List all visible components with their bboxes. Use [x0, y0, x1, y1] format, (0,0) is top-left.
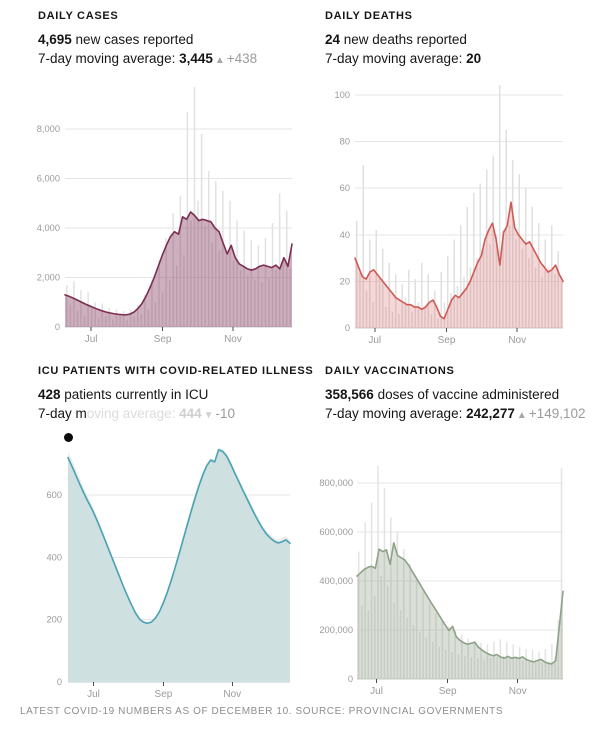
svg-text:0: 0	[55, 322, 60, 332]
svg-text:2,000: 2,000	[37, 273, 60, 283]
trend-up-icon: ▲	[214, 54, 225, 66]
svg-text:Jul: Jul	[368, 335, 381, 346]
svg-text:60: 60	[340, 183, 350, 193]
daily-cases-value: 4,695	[38, 32, 72, 47]
svg-text:6,000: 6,000	[37, 174, 60, 184]
svg-text:0: 0	[57, 677, 62, 687]
daily-deaths-value: 24	[325, 32, 341, 47]
svg-text:Sep: Sep	[438, 335, 456, 346]
svg-text:800,000: 800,000	[319, 478, 353, 488]
svg-text:40: 40	[340, 230, 350, 240]
daily-cases-label: new cases reported	[71, 32, 194, 47]
svg-text:Sep: Sep	[155, 689, 173, 700]
svg-text:400,000: 400,000	[319, 576, 353, 586]
daily-deaths-header: DAILY DEATHS 24 new deaths reported 7-da…	[325, 10, 485, 70]
svg-text:20: 20	[340, 276, 350, 286]
daily-cases-header: DAILY CASES 4,695 new cases reported 7-d…	[38, 10, 257, 70]
svg-text:Sep: Sep	[154, 334, 172, 345]
icu-chart: 0 200 400 600 Jul Sep Nov	[46, 447, 291, 700]
svg-text:8,000: 8,000	[37, 124, 60, 134]
svg-text:0: 0	[348, 674, 353, 684]
icu-stat: 428 patients currently in ICU	[38, 386, 313, 405]
daily-deaths-average: 7-day moving average: 20	[325, 50, 482, 66]
daily-cases-chart: 0 2,000 4,000 6,000 8,000 Jul Sep Nov	[37, 86, 293, 345]
vaccinations-average: 7-day moving average: 242,277 ▲ +149,102	[325, 405, 586, 421]
daily-deaths-label: new deaths reported	[340, 32, 467, 47]
svg-text:Nov: Nov	[223, 689, 241, 700]
vaccinations-label: doses of vaccine administered	[373, 387, 560, 402]
vaccinations-value: 358,566	[325, 387, 374, 402]
daily-deaths-title: DAILY DEATHS	[325, 10, 413, 22]
icu-header: ICU PATIENTS WITH COVID-RELATED ILLNESS …	[38, 365, 313, 425]
vaccinations-chart: 0 200,000 400,000 600,000 800,000 Jul Sep Nov	[319, 465, 564, 697]
svg-text:4,000: 4,000	[37, 223, 60, 233]
vaccinations-stat: 358,566 doses of vaccine administered	[325, 386, 585, 405]
icu-title: ICU PATIENTS WITH COVID-RELATED ILLNESS	[38, 365, 314, 377]
vaccinations-delta: +149,102	[528, 405, 586, 421]
svg-text:Jul: Jul	[87, 689, 100, 700]
icu-value: 428	[38, 387, 61, 402]
daily-cases-title: DAILY CASES	[38, 10, 119, 22]
latest-marker-dot	[64, 433, 73, 442]
svg-text:400: 400	[46, 552, 62, 562]
svg-text:80: 80	[340, 137, 350, 147]
svg-text:600,000: 600,000	[319, 527, 353, 537]
svg-text:200: 200	[46, 615, 62, 625]
icu-label: patients currently in ICU	[60, 387, 209, 402]
icu-delta: -10	[215, 405, 236, 421]
daily-deaths-chart: 0 20 40 60 80 100 Jul Sep Nov	[334, 85, 564, 346]
svg-text:Sep: Sep	[439, 686, 457, 697]
source-footer: LATEST COVID-19 NUMBERS AS OF DECEMBER 1…	[20, 706, 504, 717]
daily-cases-delta: +438	[226, 50, 258, 66]
trend-up-icon: ▲	[516, 409, 527, 421]
icu-average: 7-day moving average: 444 ▼ -10	[38, 405, 236, 421]
svg-text:Nov: Nov	[509, 686, 527, 697]
svg-text:200,000: 200,000	[319, 625, 353, 635]
svg-text:Nov: Nov	[508, 335, 526, 346]
svg-text:600: 600	[46, 490, 62, 500]
vaccinations-title: DAILY VACCINATIONS	[325, 365, 455, 377]
daily-cases-average: 7-day moving average: 3,445 ▲ +438	[38, 50, 258, 66]
svg-text:0: 0	[345, 323, 350, 333]
svg-text:Jul: Jul	[370, 686, 383, 697]
daily-cases-stat: 4,695 new cases reported	[38, 31, 257, 50]
svg-text:100: 100	[334, 90, 350, 100]
svg-text:Nov: Nov	[224, 334, 242, 345]
daily-deaths-stat: 24 new deaths reported	[325, 31, 485, 50]
trend-down-icon: ▼	[203, 409, 214, 421]
vaccinations-header: DAILY VACCINATIONS 358,566 doses of vacc…	[325, 365, 585, 425]
svg-text:Jul: Jul	[85, 334, 98, 345]
